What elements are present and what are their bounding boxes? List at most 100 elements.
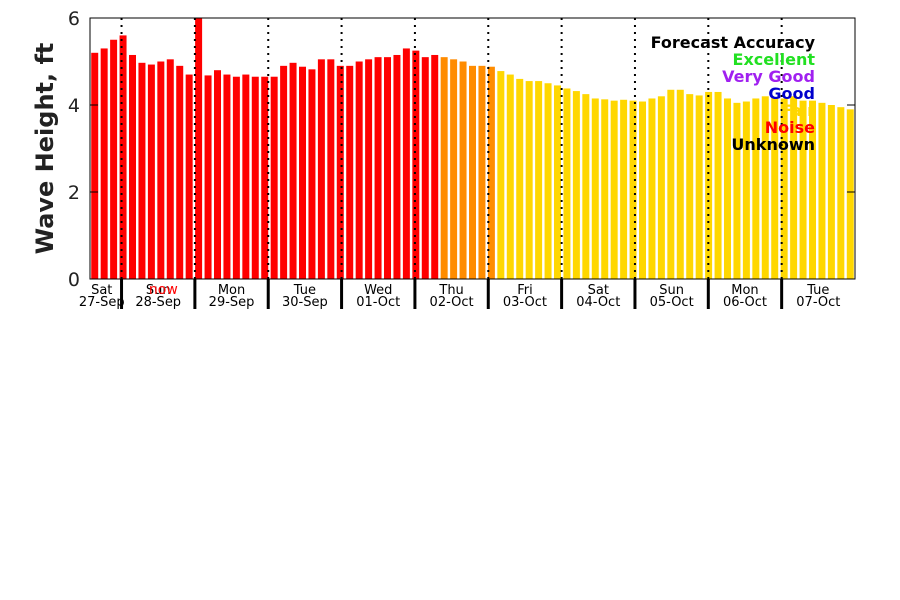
bar-1 [100, 48, 108, 280]
bar-59 [648, 98, 656, 279]
bar-55 [610, 100, 618, 280]
day-name-label: Sun [659, 283, 684, 298]
bar-22 [299, 66, 306, 279]
bar-41 [478, 65, 486, 279]
bar-53 [591, 98, 599, 279]
bar-50 [563, 88, 571, 279]
day-date-label: 28-Sep [135, 295, 181, 310]
bar-46 [525, 81, 533, 279]
y-tick-label: 4 [68, 95, 80, 117]
bars-layer [91, 18, 854, 280]
bar-2 [110, 39, 118, 279]
y-tick-label: 2 [68, 182, 80, 204]
bar-75 [799, 100, 807, 280]
bar-19 [270, 76, 278, 279]
bar-48 [544, 83, 552, 279]
bar-72 [771, 97, 779, 279]
bar-24 [317, 59, 325, 279]
bar-40 [469, 65, 476, 279]
bar-26 [336, 65, 344, 279]
day-name-label: Sat [588, 283, 609, 298]
bar-14 [223, 74, 231, 279]
bar-58 [639, 101, 646, 280]
day-name-label: Mon [218, 283, 245, 298]
day-name-label: Sat [91, 283, 112, 298]
bar-32 [393, 54, 401, 279]
day-date-label: 30-Sep [282, 295, 328, 310]
bar-78 [827, 105, 835, 279]
day-name-label: Tue [806, 283, 829, 298]
bar-29 [365, 59, 373, 279]
y-tick-label: 0 [68, 269, 80, 291]
bar-5 [138, 62, 146, 280]
bar-35 [421, 57, 429, 280]
day-name-label: Tue [293, 283, 316, 298]
bar-12 [204, 75, 212, 279]
bar-13 [214, 70, 221, 279]
bar-61 [667, 89, 675, 279]
bar-3 [119, 35, 127, 280]
bar-43 [497, 71, 505, 279]
bar-28 [355, 61, 363, 279]
day-name-label: Wed [364, 283, 392, 298]
day-name-label: Thu [438, 283, 463, 298]
bar-10 [185, 74, 193, 279]
bar-33 [402, 48, 410, 280]
bar-8 [166, 59, 174, 279]
x-axis: Sat27-SepSun28-SepMon29-SepTue30-SepWed0… [79, 279, 840, 310]
bar-11 [195, 18, 203, 279]
bar-69 [742, 101, 750, 280]
bar-7 [157, 61, 165, 279]
bar-30 [374, 57, 382, 280]
bar-70 [752, 98, 760, 279]
day-name-label: Sun [146, 283, 171, 298]
day-date-label: 27-Sep [79, 295, 125, 310]
bar-45 [516, 78, 524, 280]
bar-57 [629, 100, 637, 280]
y-tick-label: 6 [68, 8, 80, 30]
bar-36 [431, 54, 439, 279]
legend-title: Forecast Accuracy [651, 33, 816, 52]
bar-16 [242, 74, 250, 279]
bar-63 [686, 94, 694, 280]
day-date-label: 07-Oct [796, 295, 840, 310]
y-axis: 0 2 4 6 [68, 8, 855, 291]
legend-entry: Excellent [733, 50, 816, 69]
day-name-label: Mon [731, 283, 758, 298]
bar-4 [129, 54, 136, 279]
bar-51 [572, 91, 580, 279]
day-date-label: 29-Sep [209, 295, 255, 310]
bar-37 [440, 57, 448, 280]
y-axis-label: Wave Height, ft [31, 43, 59, 255]
day-date-label: 02-Oct [430, 295, 474, 310]
legend-entry: Good [768, 84, 815, 103]
legend-entry: Fair [781, 101, 815, 120]
bar-47 [535, 81, 543, 279]
bar-18 [261, 76, 269, 279]
bar-76 [809, 100, 816, 280]
bar-38 [450, 59, 458, 279]
bar-77 [818, 102, 826, 279]
bar-79 [837, 107, 845, 280]
bar-66 [714, 91, 722, 279]
bar-42 [487, 66, 495, 279]
bar-74 [790, 96, 798, 279]
day-date-label: 03-Oct [503, 295, 547, 310]
day-date-label: 05-Oct [650, 295, 694, 310]
bar-44 [506, 74, 514, 279]
bar-15 [232, 76, 240, 279]
plot-frame [89, 17, 856, 280]
bar-60 [657, 96, 665, 279]
bar-52 [582, 94, 590, 280]
bar-34 [412, 50, 420, 280]
day-separators [120, 18, 783, 279]
day-date-label: 01-Oct [356, 295, 400, 310]
bar-6 [147, 64, 155, 279]
bar-64 [695, 95, 703, 280]
bar-67 [724, 98, 731, 279]
legend-entry: Unknown [731, 135, 815, 154]
bar-25 [327, 59, 335, 279]
bar-62 [676, 89, 684, 279]
bar-49 [554, 85, 561, 279]
